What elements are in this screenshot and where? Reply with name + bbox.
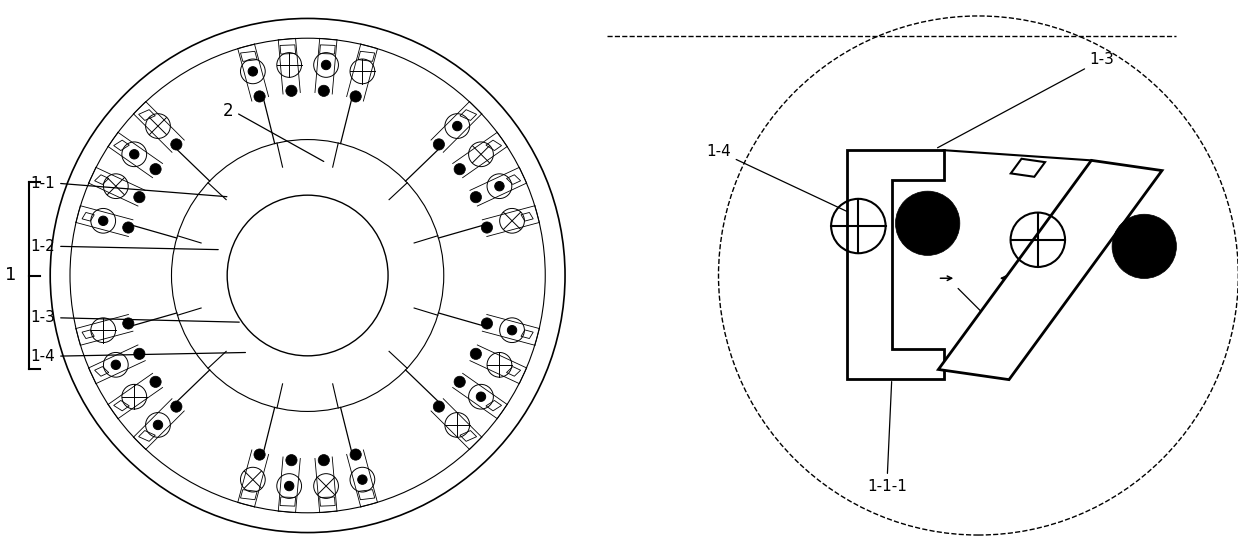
- Polygon shape: [507, 366, 520, 376]
- Polygon shape: [240, 51, 258, 61]
- Polygon shape: [114, 401, 129, 411]
- Polygon shape: [280, 45, 296, 54]
- Ellipse shape: [471, 348, 482, 359]
- Ellipse shape: [351, 449, 362, 460]
- Ellipse shape: [171, 139, 182, 150]
- Ellipse shape: [254, 91, 265, 102]
- Text: 1-1-1: 1-1-1: [867, 382, 907, 494]
- Ellipse shape: [286, 455, 297, 466]
- Polygon shape: [938, 160, 1162, 380]
- Ellipse shape: [494, 181, 504, 191]
- Text: 1-4: 1-4: [31, 349, 245, 364]
- Ellipse shape: [321, 60, 331, 69]
- Polygon shape: [460, 110, 477, 121]
- Text: 1-3: 1-3: [938, 52, 1115, 148]
- Ellipse shape: [1113, 214, 1176, 278]
- Ellipse shape: [248, 67, 258, 76]
- Ellipse shape: [134, 192, 145, 203]
- Text: 1: 1: [5, 267, 16, 284]
- Polygon shape: [240, 490, 258, 500]
- Ellipse shape: [98, 216, 108, 225]
- Polygon shape: [460, 430, 477, 441]
- Ellipse shape: [507, 326, 517, 335]
- Polygon shape: [94, 175, 109, 185]
- Ellipse shape: [434, 139, 445, 150]
- Ellipse shape: [285, 482, 294, 491]
- Ellipse shape: [318, 85, 330, 96]
- Polygon shape: [486, 401, 502, 411]
- Ellipse shape: [171, 401, 182, 412]
- Ellipse shape: [150, 164, 161, 175]
- Polygon shape: [82, 213, 94, 221]
- Ellipse shape: [123, 318, 134, 329]
- Ellipse shape: [896, 191, 960, 256]
- Ellipse shape: [471, 192, 482, 203]
- Polygon shape: [139, 110, 155, 121]
- Ellipse shape: [134, 348, 145, 359]
- Polygon shape: [1011, 159, 1044, 177]
- Text: 1-1-2: 1-1-2: [958, 289, 1033, 351]
- Polygon shape: [94, 366, 109, 376]
- Ellipse shape: [286, 85, 297, 96]
- Polygon shape: [520, 330, 533, 338]
- Ellipse shape: [154, 420, 162, 430]
- Polygon shape: [358, 490, 374, 500]
- Text: 1-4: 1-4: [706, 144, 852, 214]
- Ellipse shape: [130, 149, 139, 159]
- Polygon shape: [139, 430, 155, 441]
- Ellipse shape: [481, 318, 493, 329]
- Ellipse shape: [453, 164, 466, 175]
- Polygon shape: [847, 150, 944, 379]
- Ellipse shape: [150, 376, 161, 387]
- Ellipse shape: [123, 222, 134, 233]
- Polygon shape: [82, 330, 94, 338]
- Ellipse shape: [434, 401, 445, 412]
- Text: 1-3: 1-3: [30, 310, 239, 325]
- Ellipse shape: [318, 455, 330, 466]
- Ellipse shape: [481, 222, 493, 233]
- Polygon shape: [486, 140, 502, 150]
- Polygon shape: [280, 497, 296, 506]
- Polygon shape: [114, 140, 129, 150]
- Polygon shape: [358, 51, 374, 61]
- Text: 1-1: 1-1: [31, 176, 227, 197]
- Polygon shape: [320, 497, 336, 506]
- Ellipse shape: [452, 121, 462, 131]
- Polygon shape: [520, 213, 533, 221]
- Ellipse shape: [358, 475, 367, 484]
- Text: 1-2: 1-2: [31, 239, 218, 254]
- Polygon shape: [507, 175, 520, 185]
- Text: 2: 2: [223, 102, 323, 161]
- Ellipse shape: [476, 392, 486, 402]
- Ellipse shape: [112, 360, 120, 370]
- Ellipse shape: [351, 91, 362, 102]
- Polygon shape: [320, 45, 336, 54]
- Ellipse shape: [254, 449, 265, 460]
- Ellipse shape: [453, 376, 466, 387]
